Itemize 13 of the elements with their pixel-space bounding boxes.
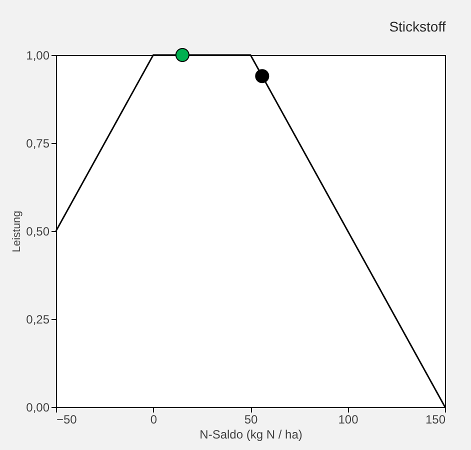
y-tick-label: 0,25 <box>26 312 50 326</box>
y-tick-label: 1,00 <box>26 48 50 62</box>
y-axis-title: Leistung <box>11 210 24 252</box>
x-tick-label: −50 <box>56 412 78 426</box>
x-tick-label: 100 <box>338 412 359 426</box>
chart-title: Stickstoff <box>389 18 446 34</box>
y-tick-label: 0,75 <box>26 136 50 150</box>
x-axis-title: N-Saldo (kg N / ha) <box>200 428 302 442</box>
y-tick-label: 0,50 <box>26 224 50 238</box>
x-tick-label: 50 <box>244 412 258 426</box>
x-tick-label: 0 <box>150 412 158 426</box>
y-tick-label: 0,00 <box>26 400 50 414</box>
x-tick-label: 150 <box>425 412 446 426</box>
